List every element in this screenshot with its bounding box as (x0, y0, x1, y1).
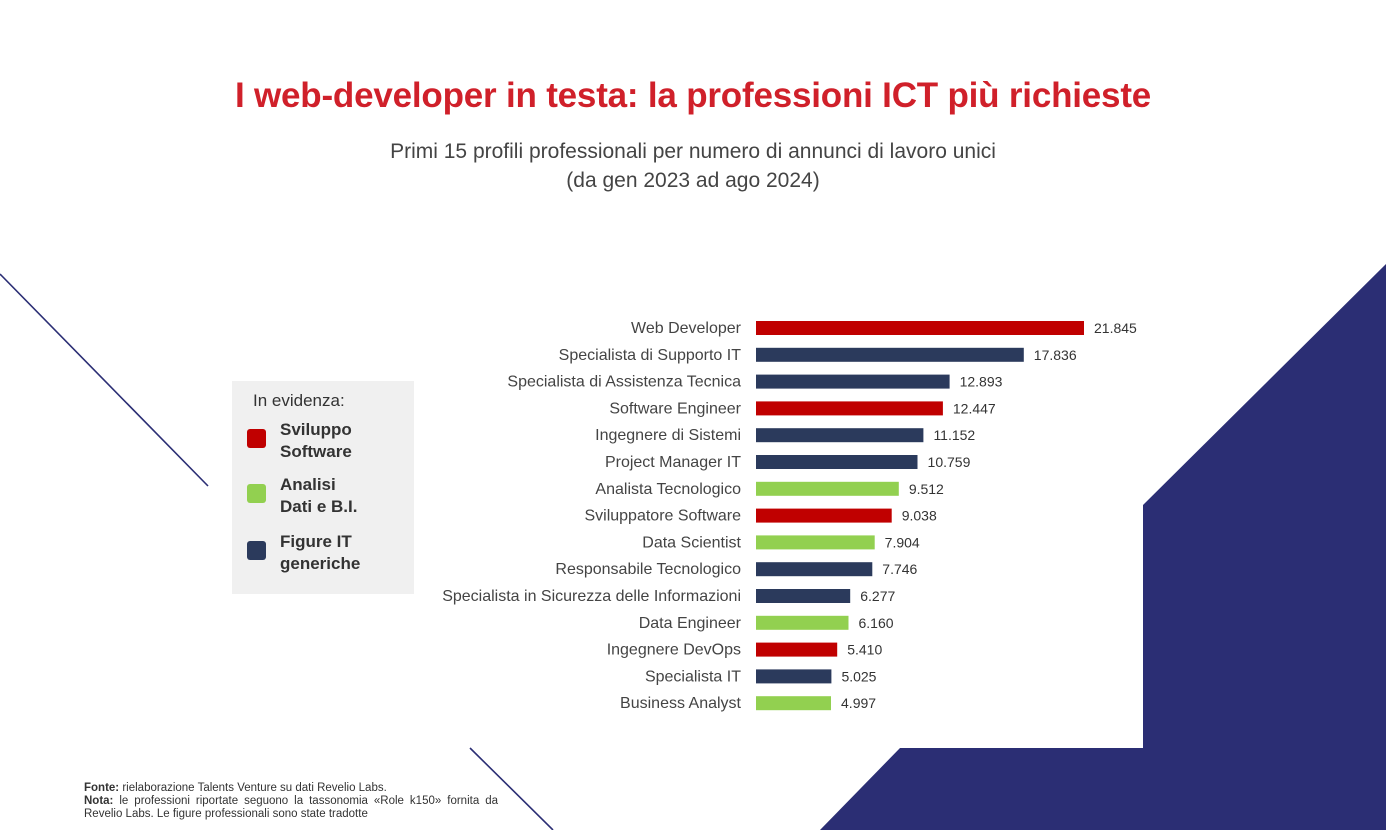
value-label: 5.025 (841, 668, 876, 684)
legend-label-generiche: Figure IT generiche (280, 532, 361, 573)
bar (756, 401, 943, 416)
bar (756, 642, 838, 657)
legend-swatch-generiche (247, 541, 266, 560)
bar (756, 589, 851, 603)
footnote-fonte-label: Fonte: (84, 782, 120, 794)
bar (756, 669, 832, 684)
category-label: Ingegnere di Sistemi (595, 427, 741, 444)
bar (756, 535, 875, 550)
value-label: 12.893 (960, 374, 1003, 390)
value-label: 7.746 (882, 561, 917, 577)
category-label: Software Engineer (609, 400, 741, 417)
category-label: Specialista in Sicurezza delle Informazi… (442, 588, 741, 605)
value-label: 6.160 (858, 615, 893, 631)
bar (756, 615, 849, 630)
category-label: Sviluppatore Software (584, 508, 741, 525)
value-label: 9.512 (909, 481, 944, 497)
value-label: 7.904 (885, 534, 920, 550)
value-label: 4.997 (841, 695, 876, 711)
bar (756, 481, 899, 496)
footnote-fonte-text: rielaborazione Talents Venture su dati R… (119, 782, 387, 794)
legend-label-analisi: Analisi Dati e B.I. (280, 475, 358, 516)
legend: In evidenza: Sviluppo Software Analisi D… (232, 381, 414, 594)
value-label: 5.410 (847, 642, 882, 658)
value-label: 9.038 (902, 508, 937, 524)
category-label: Data Scientist (642, 534, 741, 551)
subtitle-line-2: (da gen 2023 ad ago 2024) (566, 169, 820, 192)
decor-triangle-right (820, 264, 1386, 830)
bar (756, 321, 1084, 335)
footnote: Fonte: rielaborazione Talents Venture su… (84, 782, 498, 821)
value-label: 10.759 (928, 454, 971, 470)
footnote-nota-label: Nota: (84, 795, 114, 807)
value-label: 6.277 (860, 588, 895, 604)
category-label: Specialista IT (645, 668, 741, 685)
bar (756, 562, 873, 577)
category-label: Specialista di Assistenza Tecnica (507, 374, 741, 391)
legend-swatch-analisi (247, 484, 266, 503)
value-label: 17.836 (1034, 347, 1077, 363)
category-label: Data Engineer (639, 615, 742, 632)
footnote-fonte: Fonte: rielaborazione Talents Venture su… (84, 782, 498, 795)
legend-title: In evidenza: (253, 391, 345, 410)
bar (756, 696, 831, 711)
decor-line-bottom (469, 747, 554, 830)
decor-line-left (0, 273, 209, 487)
category-label: Project Manager IT (605, 454, 741, 471)
legend-swatch-sviluppo (247, 429, 266, 448)
footnote-nota: Nota: le professioni riportate seguono l… (84, 795, 498, 821)
category-label: Analista Tecnologico (595, 481, 741, 498)
subtitle: Primi 15 profili professionali per numer… (0, 137, 1386, 195)
value-label: 11.152 (933, 427, 975, 443)
page-title: I web-developer in testa: la professioni… (234, 76, 1152, 115)
bar (756, 428, 924, 443)
value-label: 12.447 (953, 400, 996, 416)
category-label: Business Analyst (620, 695, 742, 712)
subtitle-line-1: Primi 15 profili professionali per numer… (390, 140, 996, 163)
bar (756, 347, 1024, 362)
footnote-nota-text: le professioni riportate seguono la tass… (84, 795, 498, 820)
category-label: Ingegnere DevOps (607, 642, 741, 659)
bar (756, 508, 892, 523)
legend-label-sviluppo: Sviluppo Software (280, 420, 352, 461)
bar (756, 455, 918, 469)
value-label: 21.845 (1094, 320, 1137, 336)
category-label: Specialista di Supporto IT (559, 347, 742, 364)
bar (756, 374, 950, 389)
category-label: Web Developer (631, 320, 742, 337)
category-label: Responsabile Tecnologico (555, 561, 741, 578)
